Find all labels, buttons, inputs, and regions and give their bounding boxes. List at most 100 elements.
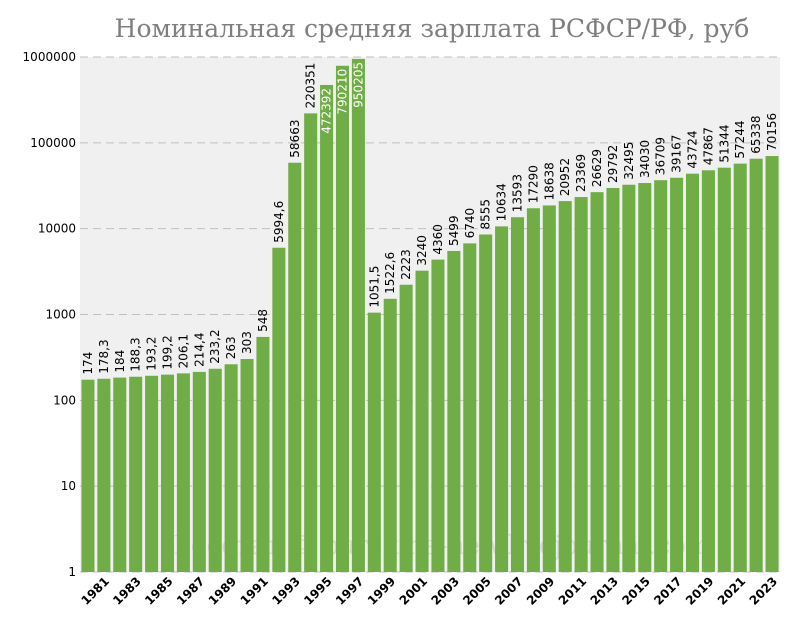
y-tick-label: 1000 bbox=[45, 308, 76, 322]
bar bbox=[145, 375, 159, 572]
x-tick-label: 2017 bbox=[651, 574, 685, 608]
value-label: 950205 bbox=[351, 62, 365, 108]
value-label: 8555 bbox=[479, 199, 493, 230]
value-label: 34030 bbox=[638, 140, 652, 178]
bar bbox=[208, 368, 222, 572]
bar bbox=[176, 373, 190, 572]
bar bbox=[558, 201, 572, 572]
bar bbox=[113, 377, 127, 572]
bar bbox=[304, 113, 318, 572]
value-label: 18638 bbox=[542, 162, 556, 200]
bar bbox=[574, 197, 588, 572]
bar bbox=[129, 376, 143, 572]
x-tick-label: 1999 bbox=[365, 574, 399, 608]
value-label: 184 bbox=[113, 350, 127, 373]
value-label: 57244 bbox=[733, 120, 747, 158]
bar bbox=[240, 359, 254, 572]
value-label: 214,4 bbox=[192, 333, 206, 367]
bar bbox=[256, 336, 270, 572]
x-tick-label: 1989 bbox=[206, 574, 240, 608]
value-label: 1522,6 bbox=[383, 252, 397, 294]
bar bbox=[351, 58, 365, 573]
bar bbox=[542, 205, 556, 572]
value-label: 39167 bbox=[670, 135, 684, 173]
value-label: 1051,5 bbox=[367, 266, 381, 308]
value-label: 4360 bbox=[431, 224, 445, 255]
value-label: 178,3 bbox=[97, 339, 111, 373]
value-label: 51344 bbox=[717, 124, 731, 162]
bar bbox=[638, 183, 652, 572]
bar bbox=[288, 162, 302, 572]
bar bbox=[654, 180, 668, 572]
value-label: 220351 bbox=[304, 63, 318, 109]
bar bbox=[383, 298, 397, 572]
value-label: 36709 bbox=[654, 137, 668, 175]
x-tick-label: 2013 bbox=[588, 574, 622, 608]
bar bbox=[335, 65, 350, 572]
x-tick-label: 1995 bbox=[301, 574, 335, 608]
value-label: 233,2 bbox=[208, 329, 222, 363]
value-label: 5994,6 bbox=[272, 201, 286, 243]
bar bbox=[749, 158, 763, 572]
value-label: 2223 bbox=[399, 249, 413, 280]
value-label: 263 bbox=[224, 336, 238, 359]
value-label: 29792 bbox=[606, 145, 620, 183]
value-label: 23369 bbox=[574, 154, 588, 192]
value-label: 32495 bbox=[622, 142, 636, 180]
x-tick-label: 1987 bbox=[174, 574, 208, 608]
y-tick-label: 100 bbox=[53, 393, 76, 407]
bar bbox=[367, 312, 381, 572]
value-label: 790210 bbox=[336, 69, 350, 115]
bar bbox=[701, 170, 715, 573]
value-label: 47867 bbox=[701, 127, 715, 165]
bar bbox=[670, 177, 684, 572]
x-tick-label: 2003 bbox=[428, 574, 462, 608]
value-label: 548 bbox=[256, 309, 270, 332]
value-label: 20952 bbox=[558, 158, 572, 196]
y-tick-label: 1000000 bbox=[23, 50, 76, 64]
x-tick-label: 1985 bbox=[142, 574, 176, 608]
bar bbox=[224, 364, 238, 572]
y-tick-label: 10 bbox=[61, 479, 76, 493]
bar bbox=[97, 378, 111, 572]
y-tick-label: 100000 bbox=[30, 136, 76, 150]
value-label: 174 bbox=[81, 352, 95, 375]
bar bbox=[399, 284, 413, 572]
value-label: 3240 bbox=[415, 235, 429, 266]
bar bbox=[526, 208, 540, 573]
x-tick-label: 2011 bbox=[556, 574, 590, 608]
y-tick-label: 1 bbox=[68, 565, 76, 579]
bar bbox=[272, 247, 286, 572]
value-label: 58663 bbox=[288, 120, 302, 158]
value-label: 472392 bbox=[320, 88, 334, 134]
bar bbox=[320, 84, 334, 573]
bar bbox=[447, 250, 461, 572]
x-tick-label: 2023 bbox=[747, 574, 781, 608]
bar bbox=[510, 217, 525, 573]
x-tick-label: 2001 bbox=[397, 574, 431, 608]
bar bbox=[479, 234, 493, 573]
bar bbox=[606, 187, 620, 572]
value-label: 199,2 bbox=[161, 335, 175, 369]
x-tick-label: 1991 bbox=[238, 574, 272, 608]
value-label: 5499 bbox=[447, 215, 461, 246]
bar bbox=[495, 226, 509, 573]
bar bbox=[765, 156, 779, 573]
x-tick-label: 1981 bbox=[78, 574, 112, 608]
value-label: 26629 bbox=[590, 149, 604, 187]
x-tick-label: 2009 bbox=[524, 574, 558, 608]
x-tick-label: 1983 bbox=[110, 574, 144, 608]
x-tick-label: 2015 bbox=[619, 574, 653, 608]
bar bbox=[160, 374, 175, 572]
value-label: 303 bbox=[240, 331, 254, 354]
bar bbox=[590, 192, 604, 572]
value-label: 193,2 bbox=[145, 336, 159, 370]
value-label: 13593 bbox=[511, 174, 525, 212]
value-label: 6740 bbox=[463, 208, 477, 239]
bar bbox=[622, 184, 636, 572]
value-label: 70156 bbox=[765, 113, 779, 151]
value-label: 206,1 bbox=[176, 334, 190, 368]
x-tick-label: 2019 bbox=[683, 574, 717, 608]
x-tick-label: 1997 bbox=[333, 574, 367, 608]
